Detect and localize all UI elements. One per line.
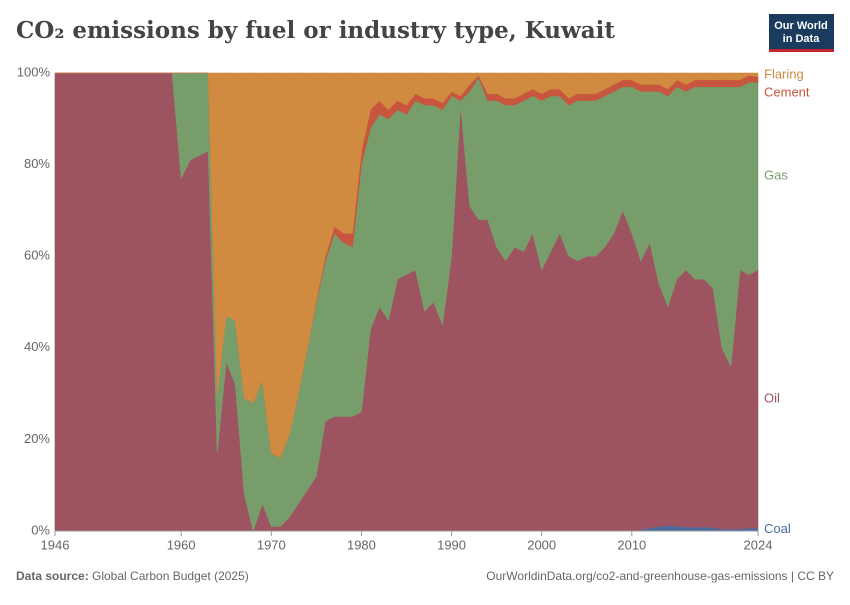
logo-stripe [769, 49, 834, 52]
chart-title: CO₂ emissions by fuel or industry type, … [16, 17, 615, 44]
y-tick-label: 100% [17, 64, 51, 79]
legend-label: Gas [764, 167, 788, 182]
source-label: Data source: [16, 569, 89, 583]
y-tick-label: 40% [24, 339, 50, 354]
x-tick-label: 2010 [617, 537, 646, 552]
x-tick-label: 2024 [744, 537, 773, 552]
x-tick-label: 1980 [347, 537, 376, 552]
y-tick-label: 20% [24, 431, 50, 446]
legend-label: Cement [764, 84, 810, 99]
legend-label: Oil [764, 390, 780, 405]
legend-label: Flaring [764, 66, 804, 81]
logo-box [769, 14, 834, 52]
url: OurWorldinData.org/co2-and-greenhouse-ga… [486, 569, 834, 583]
y-tick-label: 60% [24, 248, 50, 263]
source: Global Carbon Budget (2025) [92, 569, 249, 583]
y-tick-label: 80% [24, 156, 50, 171]
y-tick-label: 0% [31, 522, 50, 537]
legend-label: Coal [764, 521, 791, 536]
x-tick-label: 1990 [437, 537, 466, 552]
x-tick-label: 2000 [527, 537, 556, 552]
x-tick-label: 1946 [41, 537, 70, 552]
area [55, 72, 759, 459]
logo-text: Our World [774, 20, 828, 32]
x-tick-label: 1970 [257, 537, 286, 552]
logo-text: in Data [783, 33, 821, 45]
x-tick-label: 1960 [167, 537, 196, 552]
